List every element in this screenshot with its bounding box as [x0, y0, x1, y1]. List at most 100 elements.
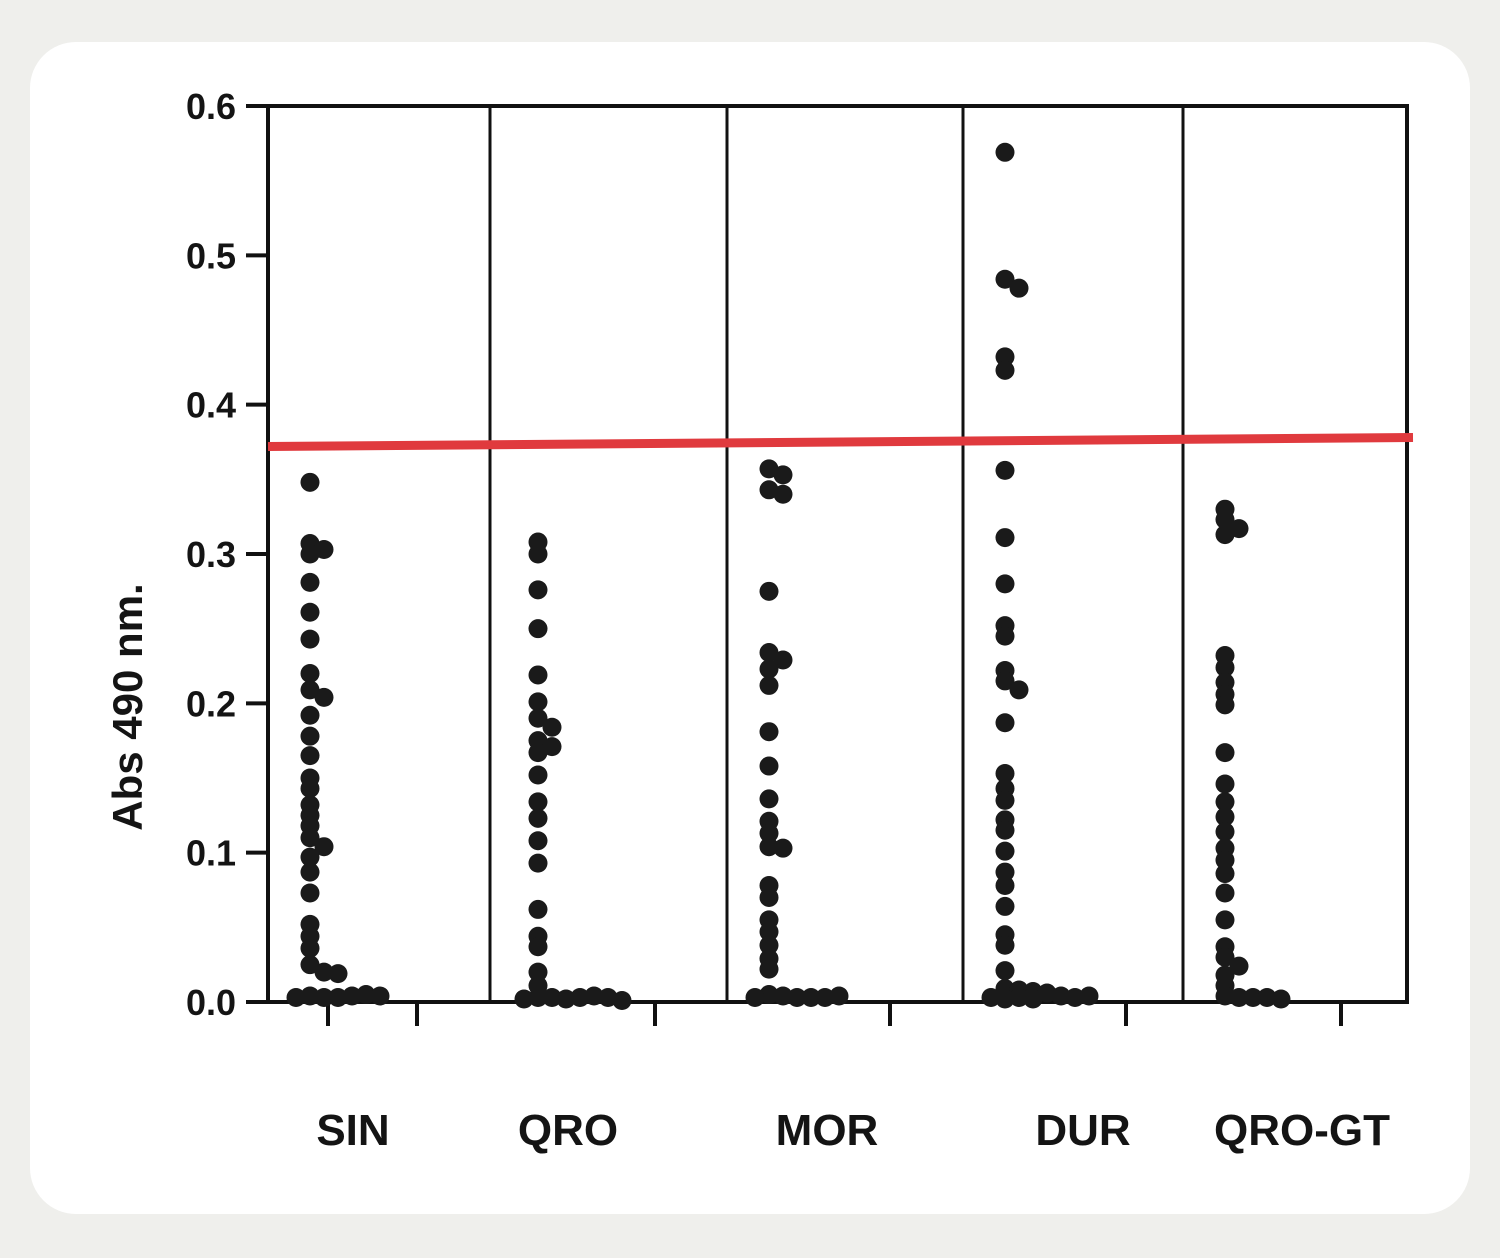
data-point [995, 862, 1015, 882]
data-point [995, 764, 1015, 784]
data-point [300, 938, 320, 958]
data-point [773, 484, 793, 504]
data-point [759, 643, 779, 663]
data-point [300, 726, 320, 746]
data-point [556, 989, 576, 1009]
data-point [759, 789, 779, 809]
data-point [1009, 988, 1029, 1008]
data-point [300, 828, 320, 848]
data-point [773, 986, 793, 1006]
data-point [1257, 988, 1277, 1008]
data-point [995, 528, 1015, 548]
data-point [995, 460, 1015, 480]
y-tick-label: 0.2 [186, 683, 236, 724]
data-point [300, 544, 320, 564]
data-point [314, 687, 334, 707]
y-axis-title: Abs 490 nm. [104, 583, 151, 830]
data-point [514, 989, 534, 1009]
data-point [314, 962, 334, 982]
data-point [1215, 792, 1235, 812]
data-point [300, 986, 320, 1006]
data-point [801, 988, 821, 1008]
data-point [1229, 956, 1249, 976]
data-point [1215, 657, 1235, 677]
data-point [995, 820, 1015, 840]
data-point [995, 896, 1015, 916]
data-point [759, 675, 779, 695]
data-point [1229, 988, 1249, 1008]
data-point [286, 988, 306, 1008]
data-point [759, 823, 779, 843]
data-point [995, 961, 1015, 981]
data-point [528, 792, 548, 812]
data-point [528, 831, 548, 851]
data-point [328, 988, 348, 1008]
data-point [995, 790, 1015, 810]
data-point [1215, 525, 1235, 545]
data-point [328, 964, 348, 984]
data-point [528, 962, 548, 982]
data-point [528, 708, 548, 728]
data-point [1215, 695, 1235, 715]
data-point [528, 853, 548, 873]
data-point [759, 935, 779, 955]
data-point [1215, 822, 1235, 842]
data-point [1215, 864, 1235, 884]
data-point [528, 937, 548, 957]
data-point [300, 746, 320, 766]
data-point [528, 743, 548, 763]
data-point [995, 876, 1015, 896]
data-point [759, 722, 779, 742]
data-point [995, 841, 1015, 861]
data-point [300, 629, 320, 649]
data-point [300, 883, 320, 903]
plot-border [266, 104, 1409, 1004]
data-point [300, 472, 320, 492]
data-point [1009, 680, 1029, 700]
data-point [759, 837, 779, 857]
data-point [1023, 989, 1043, 1009]
data-point [314, 837, 334, 857]
data-point [759, 756, 779, 776]
data-point [584, 986, 604, 1006]
data-point [773, 838, 793, 858]
threshold-line [267, 433, 1414, 451]
data-point [1215, 510, 1235, 530]
y-tick-label: 0.4 [186, 385, 236, 426]
data-point [528, 692, 548, 712]
data-point [1215, 743, 1235, 763]
data-point [745, 988, 765, 1008]
data-point [1065, 988, 1085, 1008]
data-point [787, 988, 807, 1008]
data-point [300, 602, 320, 622]
data-point [829, 986, 849, 1006]
data-point [1079, 986, 1099, 1006]
data-point [528, 665, 548, 685]
data-point [759, 959, 779, 979]
data-point [300, 847, 320, 867]
category-label: MOR [776, 1106, 879, 1155]
data-point [995, 360, 1015, 380]
data-point [759, 581, 779, 601]
data-point [528, 988, 548, 1008]
data-point [773, 465, 793, 485]
data-point [612, 991, 632, 1011]
data-point [300, 862, 320, 882]
data-point [995, 713, 1015, 733]
data-point [995, 142, 1015, 162]
data-point [759, 922, 779, 942]
data-point [995, 671, 1015, 691]
y-tick-label: 0.6 [186, 86, 236, 127]
y-tick-label: 0.5 [186, 235, 236, 276]
data-point [528, 808, 548, 828]
data-point [356, 985, 376, 1005]
threshold-layer [267, 433, 1414, 451]
y-tick-label: 0.1 [186, 833, 236, 874]
data-point [981, 988, 1001, 1008]
data-point [300, 778, 320, 798]
x-axis: SIN QRO MOR DUR QRO-GT [316, 1002, 1390, 1155]
data-point [528, 580, 548, 600]
category-label: DUR [1035, 1106, 1130, 1155]
data-point [815, 988, 835, 1008]
